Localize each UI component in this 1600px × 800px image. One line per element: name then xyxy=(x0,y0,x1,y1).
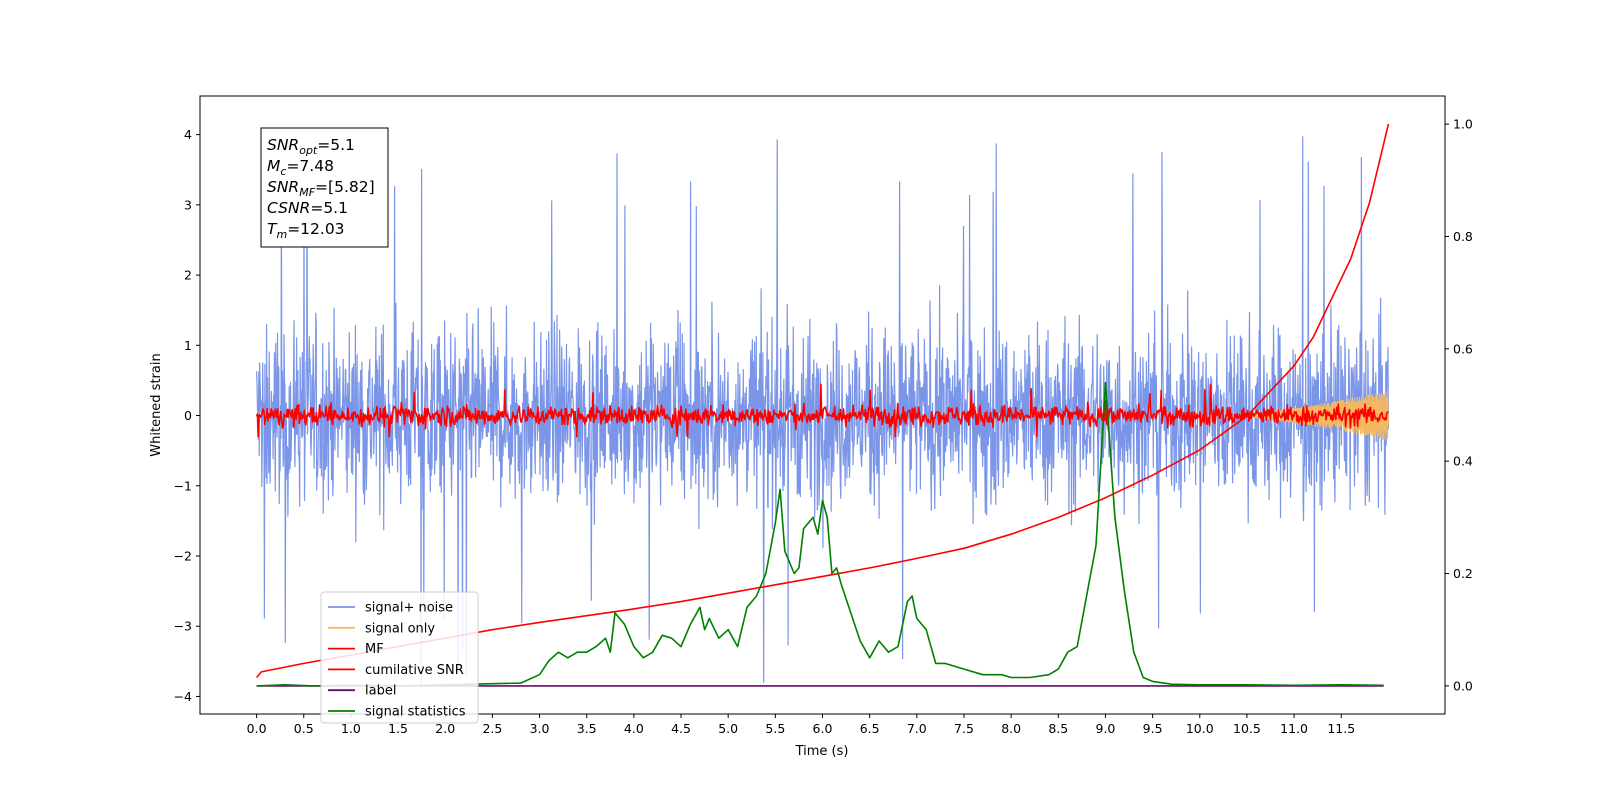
x-tick-label: 9.0 xyxy=(1096,721,1116,736)
x-tick-label: 7.5 xyxy=(954,721,974,736)
x-tick-label: 2.5 xyxy=(482,721,502,736)
legend: signal+ noise signal only MF cumilative SNR… xyxy=(320,591,479,724)
y2-tick-label: 0.2 xyxy=(1453,566,1473,581)
x-tick-label: 5.0 xyxy=(718,721,738,736)
x-tick-label: 0.5 xyxy=(294,721,314,736)
legend-entry: signal statistics xyxy=(365,705,466,720)
x-tick-label: 3.5 xyxy=(577,721,597,736)
series-line-2 xyxy=(255,383,1389,438)
info-line: CSNR=5.1 xyxy=(267,199,348,217)
series-line-5 xyxy=(256,381,1384,687)
x-tick-label: 7.0 xyxy=(907,721,927,736)
y-tick-label: −3 xyxy=(174,619,192,634)
info-line: SNRMF=[5.82] xyxy=(267,178,375,199)
y-tick-label: −1 xyxy=(174,478,192,493)
x-tick-label: 1.5 xyxy=(388,721,408,736)
y2-tick-label: 0.8 xyxy=(1453,229,1473,244)
x-axis-label: Time (s) xyxy=(795,744,849,759)
y-tick-label: 1 xyxy=(184,338,192,353)
x-tick-label: 5.5 xyxy=(765,721,785,736)
x-tick-label: 3.0 xyxy=(530,721,550,736)
x-tick-label: 0.0 xyxy=(247,721,267,736)
x-tick-label: 8.5 xyxy=(1048,721,1068,736)
y-axis-label: Whitened strain xyxy=(149,353,164,456)
x-tick-label: 1.0 xyxy=(341,721,361,736)
y2-tick-label: 1.0 xyxy=(1453,117,1473,132)
info-line: SNRopt=5.1 xyxy=(267,136,355,157)
x-tick-label: 2.0 xyxy=(435,721,455,736)
x-tick-label: 8.0 xyxy=(1001,721,1021,736)
x-tick-label: 4.5 xyxy=(671,721,691,736)
legend-entry: label xyxy=(365,684,396,699)
x-tick-label: 11.0 xyxy=(1280,721,1308,736)
x-tick-label: 6.5 xyxy=(860,721,880,736)
x-tick-label: 11.5 xyxy=(1327,721,1355,736)
y-tick-label: 0 xyxy=(184,408,192,423)
y-tick-label: −2 xyxy=(174,548,192,563)
legend-entry: signal+ noise xyxy=(365,601,453,616)
x-tick-label: 10.0 xyxy=(1186,721,1214,736)
x-tick-label: 4.0 xyxy=(624,721,644,736)
y-tick-label: 2 xyxy=(184,268,192,283)
legend-entry: MF xyxy=(365,642,384,657)
y2-tick-label: 0.0 xyxy=(1453,678,1473,693)
legend-entry: signal only xyxy=(365,621,435,636)
y-tick-label: 3 xyxy=(184,197,192,212)
x-tick-label: 9.5 xyxy=(1143,721,1163,736)
info-line: Tm=12.03 xyxy=(267,220,345,241)
legend-entry: cumilative SNR xyxy=(365,663,464,678)
info-line: Mc=7.48 xyxy=(267,157,334,178)
y-tick-label: −4 xyxy=(174,689,192,704)
y2-tick-label: 0.6 xyxy=(1453,341,1473,356)
x-tick-label: 10.5 xyxy=(1233,721,1261,736)
y-tick-label: 4 xyxy=(184,127,192,142)
y2-tick-label: 0.4 xyxy=(1453,454,1473,469)
x-tick-label: 6.0 xyxy=(813,721,833,736)
